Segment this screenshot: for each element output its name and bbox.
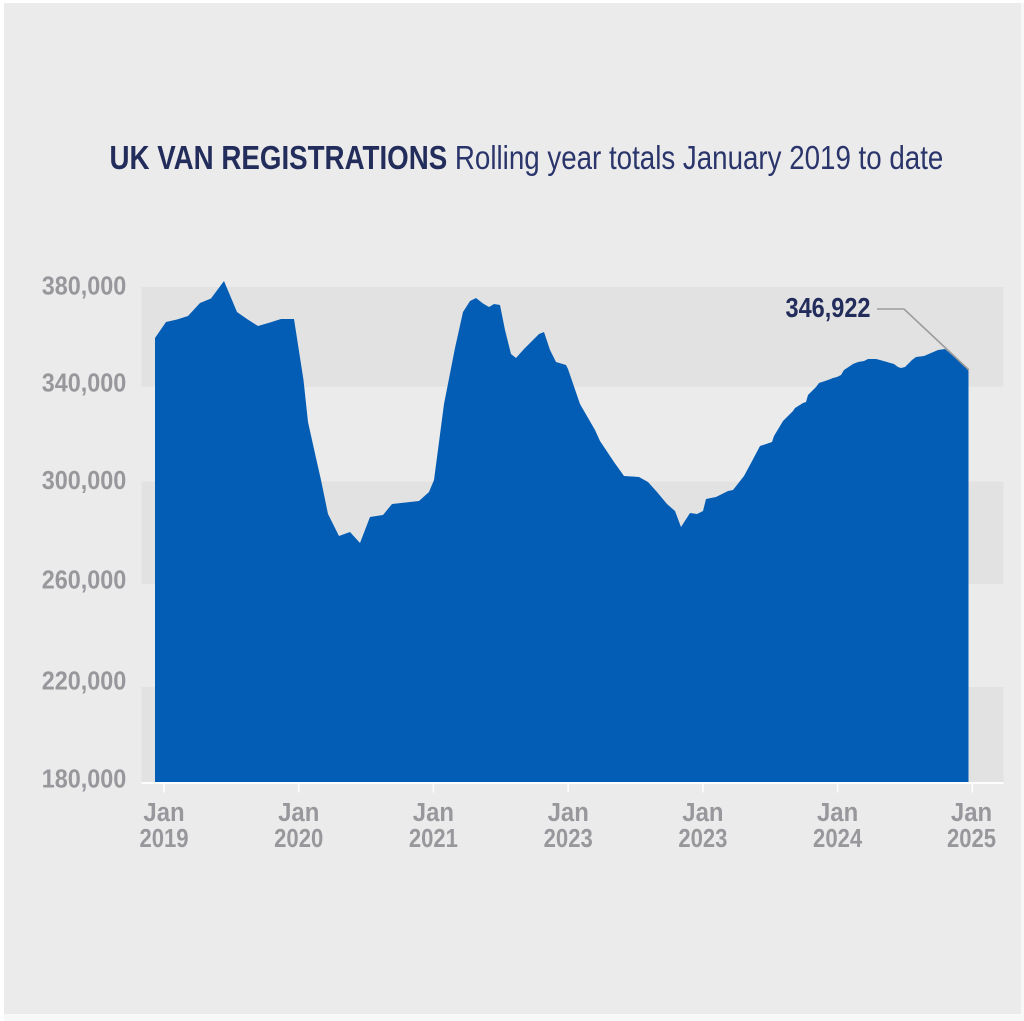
svg-text:340,000: 340,000: [42, 369, 127, 397]
svg-text:2023: 2023: [678, 824, 727, 853]
svg-text:UK VAN REGISTRATIONS Rolling y: UK VAN REGISTRATIONS Rolling year totals…: [110, 140, 944, 177]
svg-text:220,000: 220,000: [42, 667, 127, 695]
svg-text:2025: 2025: [947, 824, 996, 853]
svg-text:2019: 2019: [139, 824, 188, 853]
svg-text:346,922: 346,922: [786, 293, 871, 323]
svg-text:300,000: 300,000: [42, 467, 127, 495]
svg-text:Jan: Jan: [143, 798, 184, 827]
svg-text:2023: 2023: [544, 824, 593, 853]
svg-text:Jan: Jan: [951, 798, 992, 827]
svg-text:2020: 2020: [274, 824, 323, 853]
svg-text:260,000: 260,000: [42, 566, 127, 594]
svg-text:Jan: Jan: [817, 798, 858, 827]
svg-text:380,000: 380,000: [42, 273, 127, 301]
svg-text:Jan: Jan: [682, 798, 723, 827]
svg-text:Jan: Jan: [278, 798, 319, 827]
svg-text:2024: 2024: [813, 824, 863, 853]
svg-text:Jan: Jan: [413, 798, 454, 827]
svg-text:Jan: Jan: [548, 798, 589, 827]
svg-text:180,000: 180,000: [42, 766, 127, 794]
svg-text:2021: 2021: [409, 824, 458, 853]
